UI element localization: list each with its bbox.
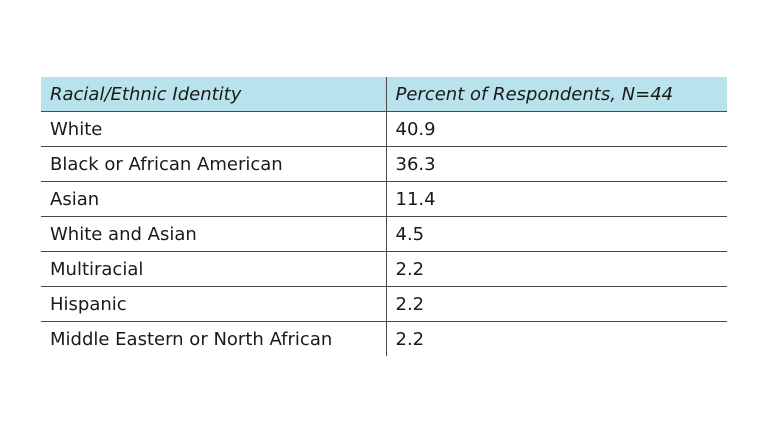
table-row: Asian 11.4 (41, 181, 727, 217)
percent-cell: 2.2 (385, 321, 727, 356)
header-row: Racial/Ethnic Identity Percent of Respon… (41, 77, 727, 112)
percent-cell: 11.4 (385, 181, 727, 217)
identity-cell: Black or African American (41, 146, 386, 182)
identity-cell: Middle Eastern or North African (50, 328, 333, 350)
table-body: White 40.9 Black or African American 36.… (41, 111, 727, 356)
table-row: White and Asian 4.5 (41, 216, 727, 252)
percent-cell: 4.5 (385, 216, 727, 252)
table-row: Black or African American 36.3 (41, 146, 727, 182)
table-header: Racial/Ethnic Identity Percent of Respon… (41, 77, 727, 112)
table-row: Hispanic 2.2 (41, 286, 727, 322)
percent-cell: 36.3 (385, 146, 727, 182)
demographics-table-container: Racial/Ethnic Identity Percent of Respon… (41, 77, 727, 356)
demographics-table: Racial/Ethnic Identity Percent of Respon… (41, 77, 727, 356)
identity-cell: White (41, 111, 386, 147)
table-row: White 40.9 (41, 111, 727, 147)
percent-cell: 2.2 (385, 286, 727, 322)
identity-cell: White and Asian (41, 216, 386, 252)
identity-cell: Multiracial (41, 251, 386, 287)
percent-cell: 40.9 (385, 111, 727, 147)
table-row: Middle Eastern or North African 2.2 (41, 321, 727, 356)
column-header-identity: Racial/Ethnic Identity (41, 77, 386, 112)
identity-cell: Asian (41, 181, 386, 217)
table-row: Multiracial 2.2 (41, 251, 727, 287)
percent-cell: 2.2 (385, 251, 727, 287)
column-header-percent: Percent of Respondents, N=44 (385, 77, 727, 112)
identity-cell: Hispanic (41, 286, 386, 322)
